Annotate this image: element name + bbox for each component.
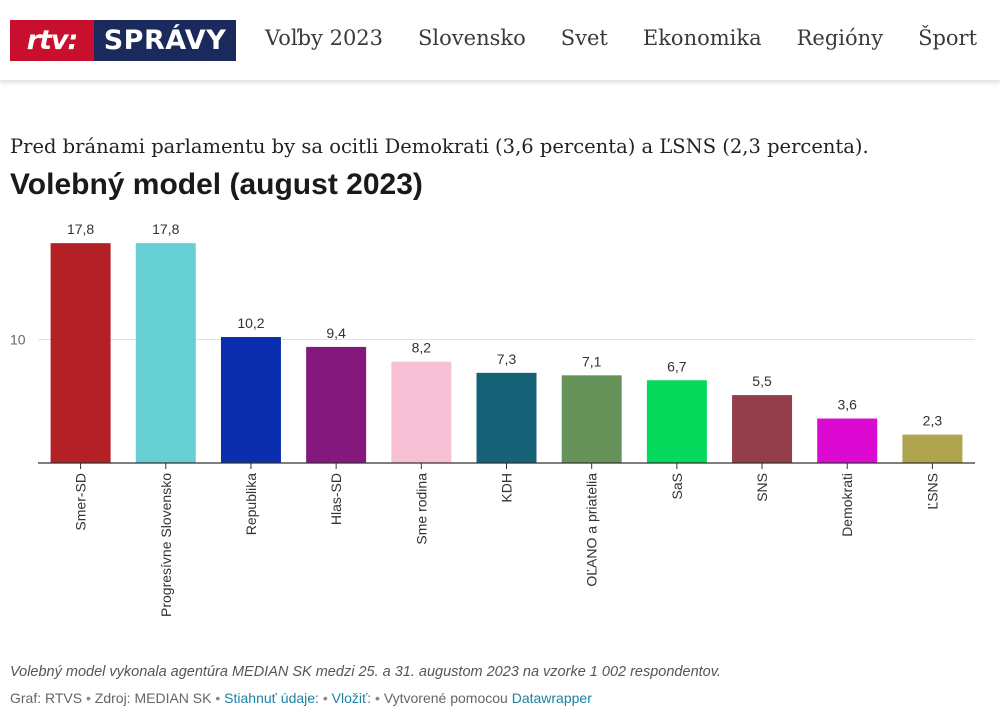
chart-footer: Graf: RTVS • Zdroj: MEDIAN SK • Stiahnuť… <box>10 690 592 706</box>
category-label: Sme rodina <box>413 473 429 545</box>
category-label: Republika <box>243 473 259 535</box>
data-label: 10,2 <box>237 315 264 331</box>
intro-paragraph: Pred bránami parlamentu by sa ocitli Dem… <box>10 134 869 158</box>
category-label: ĽSNS <box>924 473 940 510</box>
bar-chart: 10 17,8 Smer-SD 17,8 Progresívne Slovensko 10… <box>10 221 975 617</box>
bar <box>646 380 707 463</box>
footer-separator: • <box>211 690 225 706</box>
bar <box>220 337 281 463</box>
category-label: Demokrati <box>839 473 855 537</box>
category-label: KDH <box>499 473 515 503</box>
data-label: 3,6 <box>837 397 857 413</box>
category-label: OĽANO a priatelia <box>584 473 600 587</box>
category-label: Hlas-SD <box>328 473 344 525</box>
footer-source: Zdroj: MEDIAN SK <box>94 690 212 706</box>
nav-item-regiony[interactable]: Regióny <box>796 26 884 50</box>
data-label: 8,2 <box>412 340 432 356</box>
footer-separator: • <box>318 690 332 706</box>
embed-link[interactable]: Vložiť: <box>331 690 372 706</box>
nav-item-sport[interactable]: Šport <box>918 26 978 50</box>
footer-separator: • <box>371 690 384 706</box>
category-label: SaS <box>669 473 685 499</box>
data-label: 6,7 <box>667 358 687 374</box>
data-label: 2,3 <box>923 413 943 429</box>
category-label: SNS <box>754 473 770 502</box>
bar <box>561 375 622 463</box>
bar <box>391 361 452 463</box>
chart-title: Volebný model (august 2023) <box>10 168 423 201</box>
logo-spravy: SPRÁVY <box>94 20 236 61</box>
bar <box>476 372 537 463</box>
data-label: 17,8 <box>152 221 179 237</box>
download-data-link[interactable]: Stiahnuť údaje: <box>224 690 319 706</box>
data-label: 7,3 <box>497 351 517 367</box>
y-tick-label: 10 <box>10 332 26 348</box>
bar <box>817 418 878 463</box>
nav-item-ekonomika[interactable]: Ekonomika <box>642 26 762 50</box>
bar <box>135 243 196 463</box>
category-label: Progresívne Slovensko <box>158 473 174 617</box>
datawrapper-link[interactable]: Datawrapper <box>511 690 592 706</box>
site-header: rtv: SPRÁVY Voľby 2023 Slovensko Svet Ek… <box>0 0 1000 81</box>
nav-item-slovensko[interactable]: Slovensko <box>418 26 526 50</box>
nav-item-volby-2023[interactable]: Voľby 2023 <box>265 26 384 50</box>
footer-separator: • <box>82 690 95 706</box>
category-label: Smer-SD <box>73 473 89 531</box>
data-label: 17,8 <box>67 221 94 237</box>
bar <box>732 395 793 463</box>
footer-made-with: Vytvorené pomocou <box>383 690 508 706</box>
data-label: 5,5 <box>752 373 772 389</box>
bar <box>306 346 367 463</box>
rtv-spravy-logo[interactable]: rtv: SPRÁVY <box>10 20 236 61</box>
bar <box>50 243 111 463</box>
bar <box>902 434 963 463</box>
data-label: 7,1 <box>582 353 602 369</box>
main-nav: Voľby 2023 Slovensko Svet Ekonomika Regi… <box>265 26 1000 50</box>
chart-caption: Volebný model vykonala agentúra MEDIAN S… <box>10 664 721 680</box>
logo-rtv: rtv: <box>10 20 94 61</box>
data-label: 9,4 <box>326 325 346 341</box>
footer-graf: Graf: RTVS <box>10 690 83 706</box>
nav-item-svet[interactable]: Svet <box>560 26 608 50</box>
